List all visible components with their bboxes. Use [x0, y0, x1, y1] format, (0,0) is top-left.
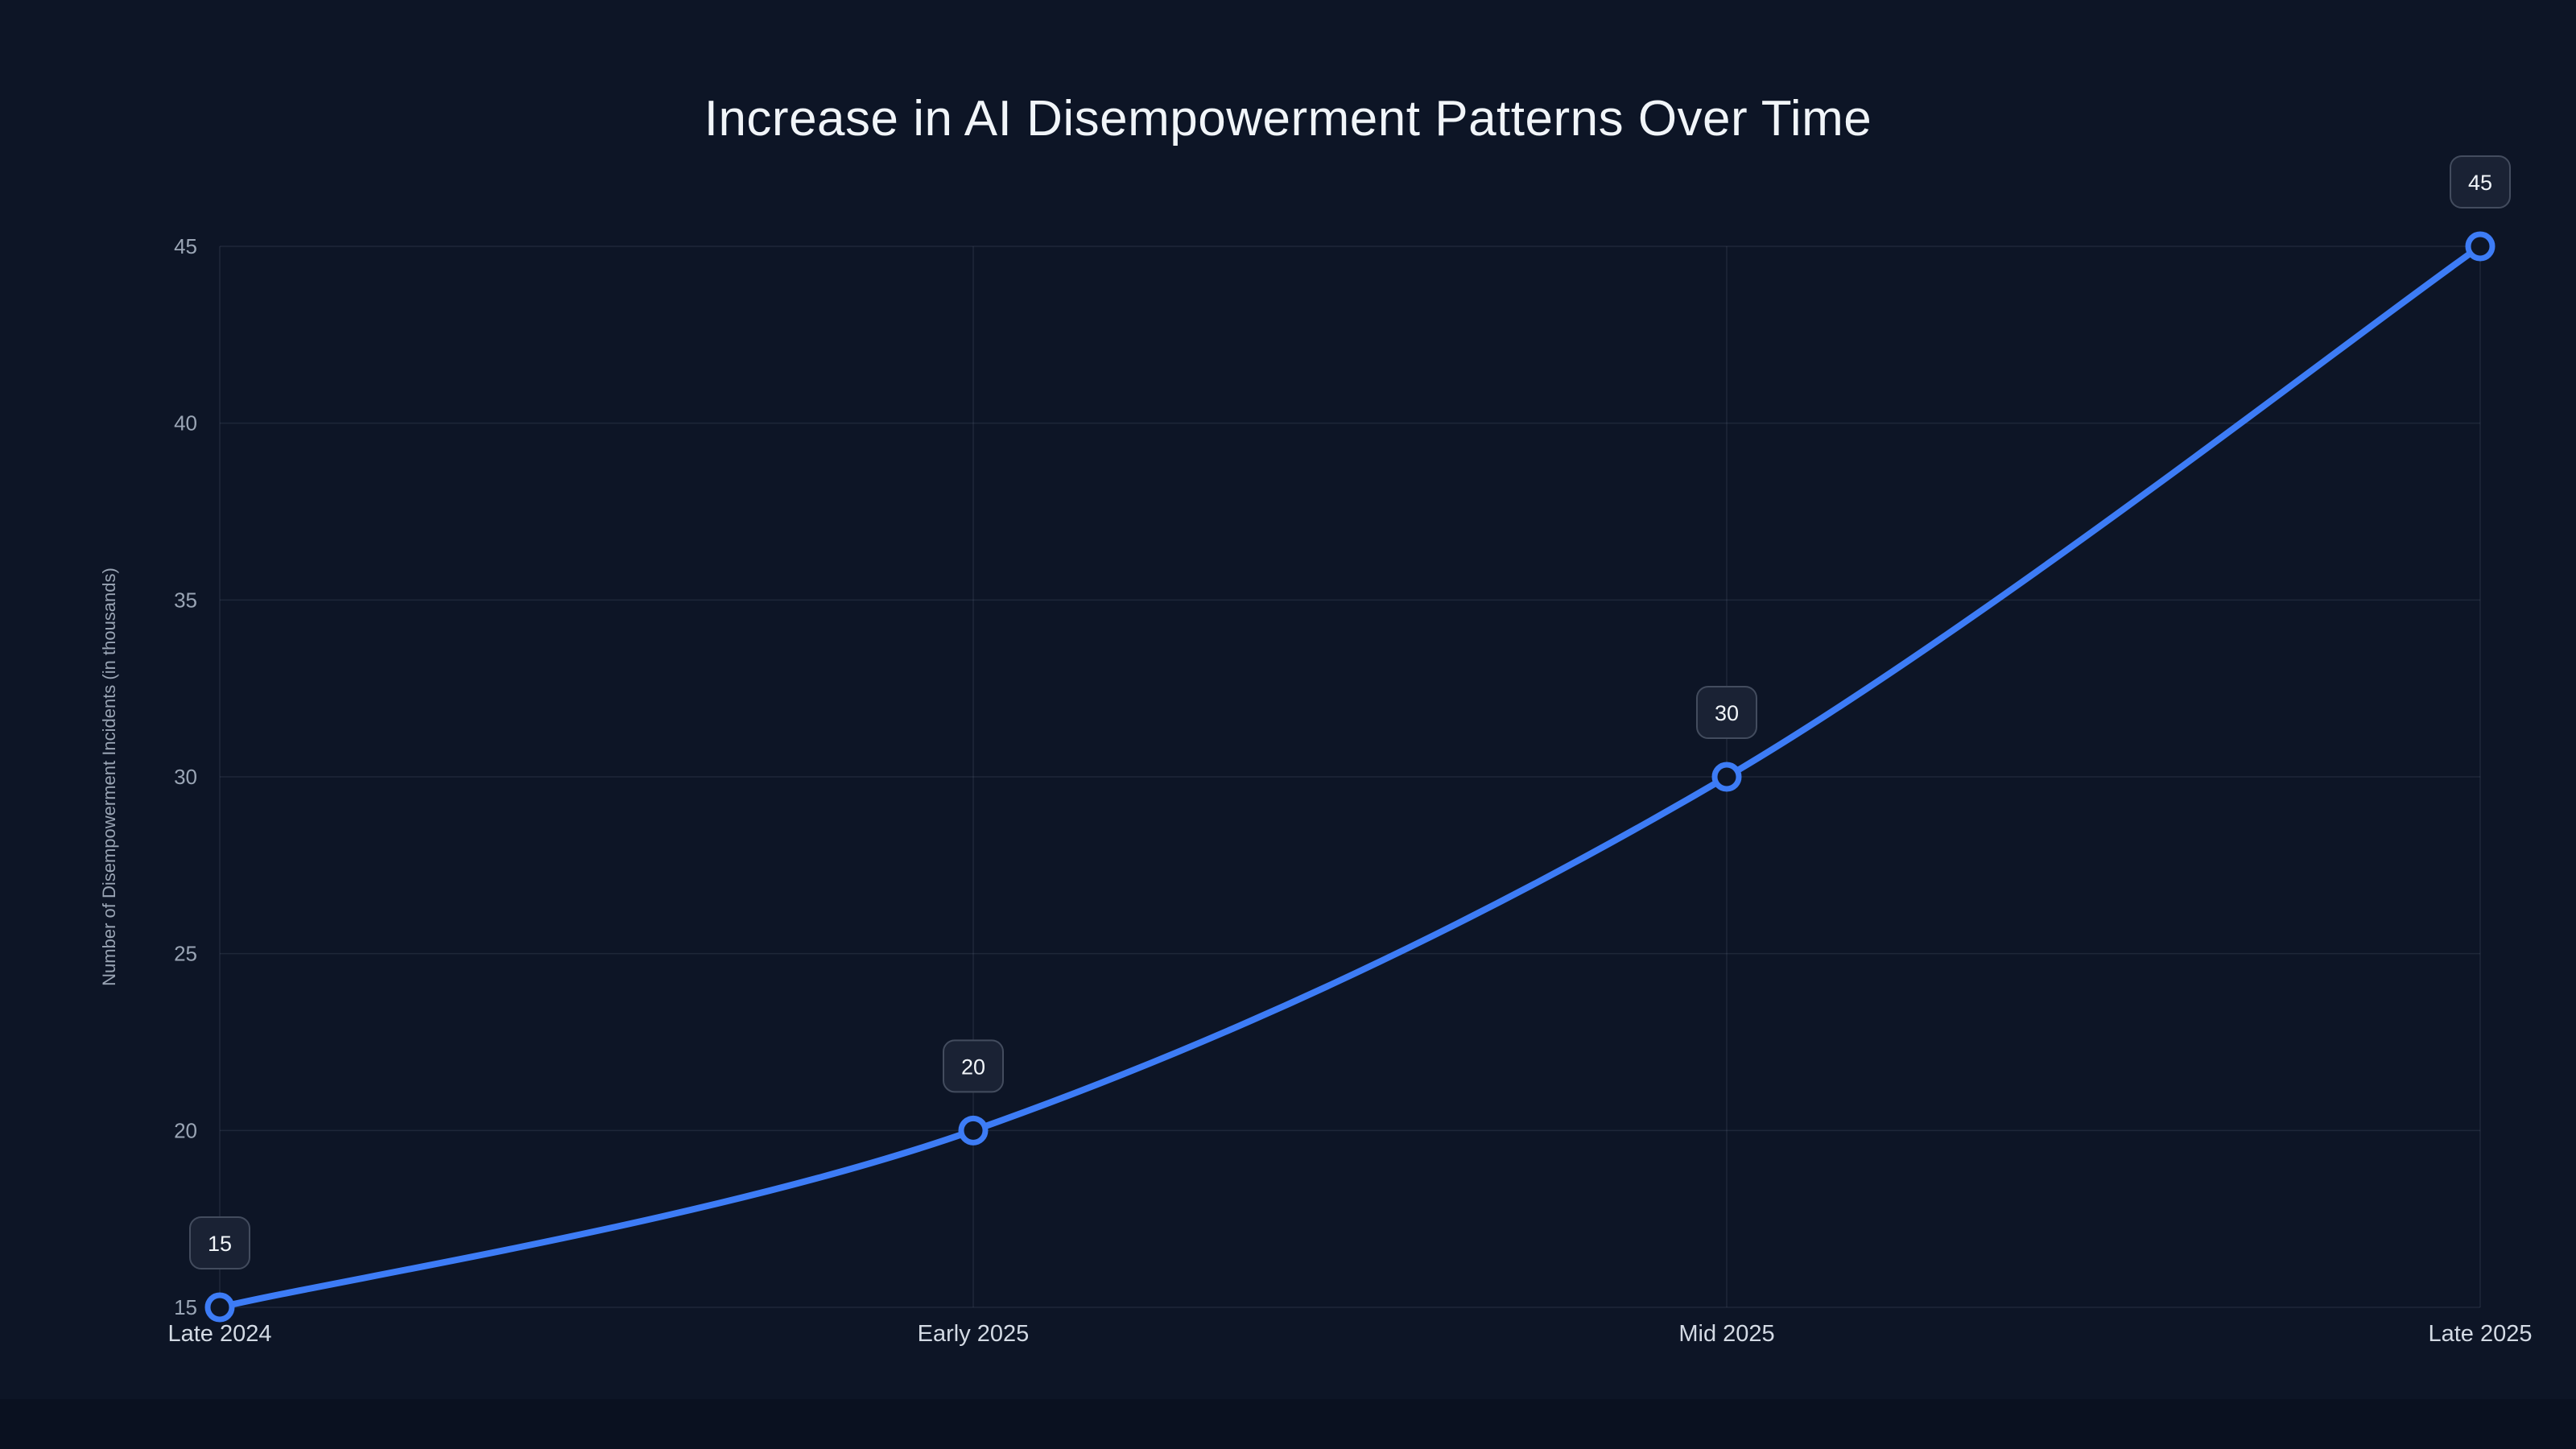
y-tick-label: 30	[174, 765, 197, 789]
y-tick-label: 40	[174, 411, 197, 436]
point-label-text: 15	[208, 1232, 232, 1256]
y-axis-title: Number of Disempowerment Incidents (in t…	[99, 568, 119, 986]
point-label-badge	[2450, 155, 2511, 208]
point-label-text: 45	[2468, 171, 2492, 195]
chart-title: Increase in AI Disempowerment Patterns O…	[704, 91, 1872, 147]
data-point-marker[interactable]	[2465, 231, 2496, 262]
data-point-marker[interactable]	[204, 1292, 235, 1323]
y-tick-label: 20	[174, 1118, 197, 1142]
data-point-marker[interactable]	[1711, 762, 1742, 792]
x-tick-label: Early 2025	[918, 1321, 1030, 1347]
footer-strip	[0, 1399, 2576, 1449]
y-tick-label: 25	[174, 942, 197, 966]
x-tick-label: Mid 2025	[1678, 1321, 1774, 1347]
y-tick-label: 45	[174, 234, 197, 258]
y-tick-label: 35	[174, 588, 197, 612]
point-label-text: 30	[1715, 701, 1739, 725]
point-label-badge	[189, 1216, 250, 1269]
point-label-text: 20	[961, 1055, 985, 1079]
series-line	[217, 243, 2483, 1311]
y-tick-label: 15	[174, 1295, 197, 1319]
data-point-marker[interactable]	[958, 1115, 989, 1146]
point-label-badge	[943, 1039, 1004, 1093]
point-label-badge	[1696, 686, 1757, 739]
x-tick-label: Late 2024	[167, 1321, 271, 1347]
x-tick-label: Late 2025	[2428, 1321, 2532, 1347]
